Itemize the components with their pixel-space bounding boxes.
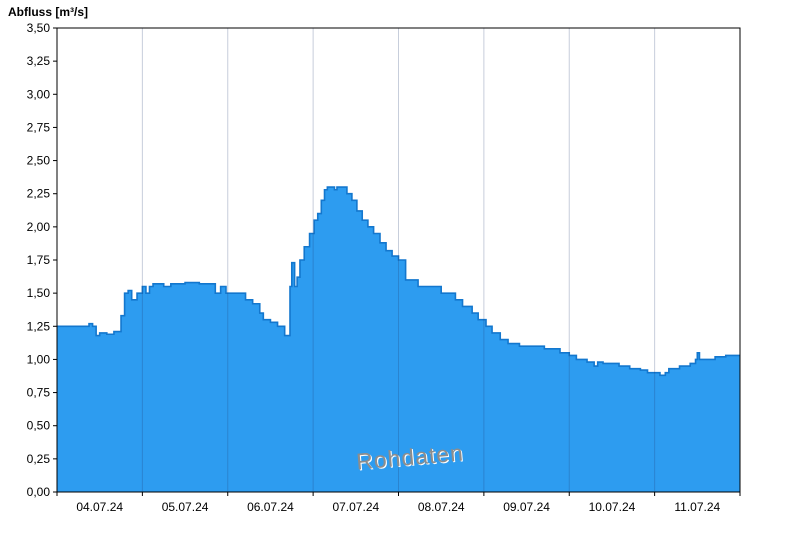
y-axis-tick-label: 3,25	[27, 54, 51, 68]
x-axis-tick-label: 08.07.24	[418, 500, 465, 514]
y-axis-tick-label: 3,00	[27, 87, 51, 101]
y-axis-tick-label: 2,75	[27, 120, 51, 134]
x-axis-tick-label: 05.07.24	[162, 500, 209, 514]
y-axis-tick-label: 0,00	[27, 485, 51, 499]
x-axis-tick-label: 07.07.24	[332, 500, 379, 514]
x-axis-tick-label: 04.07.24	[76, 500, 123, 514]
y-axis-tick-label: 0,75	[27, 386, 51, 400]
y-axis-tick-label: 3,50	[27, 21, 51, 35]
discharge-area-fill	[57, 187, 740, 492]
y-axis-tick-label: 2,25	[27, 187, 51, 201]
discharge-step-line	[57, 186, 740, 377]
y-axis-tick-label: 0,50	[27, 419, 51, 433]
y-axis-tick-label: 1,25	[27, 319, 51, 333]
x-axis-tick-label: 06.07.24	[247, 500, 294, 514]
y-axis-tick-label: 1,00	[27, 352, 51, 366]
y-axis-tick-label: 2,50	[27, 154, 51, 168]
x-axis-tick-label: 09.07.24	[503, 500, 550, 514]
y-axis-tick-label: 2,00	[27, 220, 51, 234]
x-axis-tick-label: 10.07.24	[589, 500, 636, 514]
y-axis-tick-label: 1,75	[27, 253, 51, 267]
chart-title: Abfluss [m³/s]	[8, 5, 89, 19]
y-axis-tick-label: 0,25	[27, 452, 51, 466]
x-axis-tick-label: 11.07.24	[674, 500, 720, 514]
y-axis-tick-label: 1,50	[27, 286, 51, 300]
